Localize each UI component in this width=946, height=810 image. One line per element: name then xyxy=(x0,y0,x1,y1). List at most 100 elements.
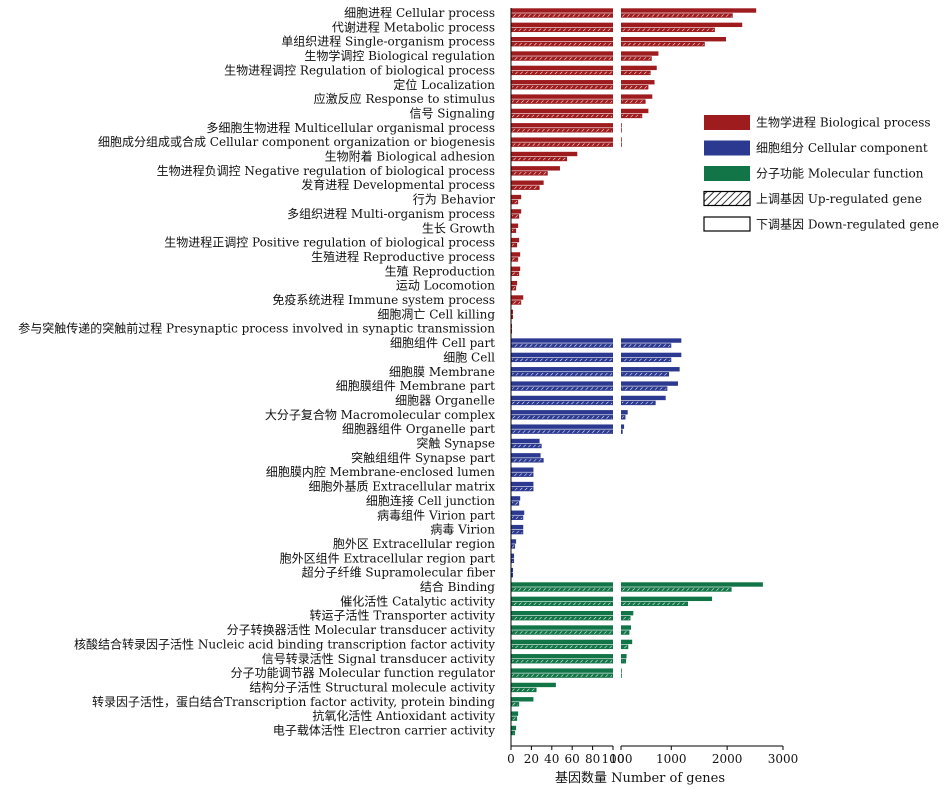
x-tick-label: 100 xyxy=(602,752,625,766)
x-tick-label: 100 xyxy=(610,752,633,766)
bar-up-regulated-hatch xyxy=(512,674,612,677)
bar-down-regulated xyxy=(511,8,613,13)
category-label: 运动 Locomotion xyxy=(396,279,495,293)
bar-up-regulated-hatch xyxy=(512,315,513,319)
category-label: 生物学调控 Biological regulation xyxy=(304,48,495,63)
bar-down-regulated xyxy=(511,194,522,200)
bar-up-regulated-hatch xyxy=(512,588,612,591)
bar-down-regulated xyxy=(511,65,613,71)
category-label: 多细胞生物进程 Multicellular organismal process xyxy=(206,120,495,135)
bar-up-regulated-hatch xyxy=(512,114,612,118)
bar-up-regulated-hatch-right xyxy=(622,358,671,362)
category-label: 信号 Signaling xyxy=(409,106,495,120)
bar-down-regulated-right xyxy=(621,596,713,602)
bar-down-regulated xyxy=(511,51,613,56)
bar-up-regulated-hatch xyxy=(512,286,516,290)
category-label: 细胞膜组件 Membrane part xyxy=(336,379,495,393)
bar-up-regulated-hatch xyxy=(512,487,533,491)
bar-up-regulated-hatch xyxy=(512,157,567,161)
category-label: 电子载体活性 Electron carrier activity xyxy=(273,724,495,738)
category-label: 结构分子活性 Structural molecule activity xyxy=(249,679,495,694)
bar-up-regulated-hatch xyxy=(512,573,513,577)
legend-label: 细胞组分 Cellular component xyxy=(756,141,928,155)
bar-down-regulated-right xyxy=(621,22,743,28)
bar-up-regulated-hatch-right xyxy=(622,631,629,634)
x-tick-label: 80 xyxy=(585,752,600,766)
category-label: 抗氧化活性 Antioxidant activity xyxy=(312,708,495,723)
bar-up-regulated-hatch xyxy=(512,617,612,620)
x-tick-label: 60 xyxy=(565,752,580,766)
category-label: 免疫系统进程 Immune system process xyxy=(272,292,495,307)
category-label: 生长 Growth xyxy=(422,221,495,235)
bar-up-regulated-hatch-right xyxy=(622,588,731,591)
bar-down-regulated xyxy=(511,682,556,688)
category-label: 转运子活性 Transporter activity xyxy=(310,608,496,623)
bar-up-regulated-hatch xyxy=(512,688,536,692)
bar-up-regulated-hatch xyxy=(512,186,539,189)
category-label: 生物进程负调控 Negative regulation of biologica… xyxy=(157,163,495,178)
bar-down-regulated xyxy=(511,237,520,243)
bar-down-regulated xyxy=(511,324,513,329)
bar-up-regulated-hatch xyxy=(512,545,515,548)
bar-down-regulated xyxy=(511,496,521,501)
bar-down-regulated-right xyxy=(621,582,763,587)
bar-down-regulated-right xyxy=(621,395,666,401)
bar-up-regulated-hatch xyxy=(512,344,612,347)
category-label: 单组织进程 Single-organism process xyxy=(281,34,495,49)
bar-up-regulated xyxy=(511,329,513,334)
bar-up-regulated-hatch-right xyxy=(622,114,642,118)
bar-down-regulated-right xyxy=(621,108,649,114)
bar-down-regulated xyxy=(511,94,613,99)
category-label: 病毒组件 Virion part xyxy=(377,507,495,522)
bar-up-regulated-hatch-right xyxy=(622,387,667,390)
bar-down-regulated xyxy=(511,596,613,602)
category-label: 分子功能调节器 Molecular function regulator xyxy=(231,666,496,680)
bar-down-regulated-right xyxy=(621,37,727,42)
category-label: 核酸结合转录因子活性 Nucleic acid binding transcri… xyxy=(74,636,495,651)
bar-up-regulated-hatch-right xyxy=(622,617,630,620)
x-tick-label: 2000 xyxy=(712,752,743,766)
bar-down-regulated xyxy=(511,252,521,257)
bar-down-regulated-right xyxy=(621,123,622,128)
bar-down-regulated-right xyxy=(621,639,633,645)
bar-down-regulated xyxy=(511,438,540,444)
bar-up-regulated-right xyxy=(621,142,622,147)
bar-down-regulated-right xyxy=(621,65,657,71)
bar-up-regulated-hatch-right xyxy=(622,43,704,46)
bar-up-regulated-hatch xyxy=(512,703,519,706)
legend-label: 分子功能 Molecular function xyxy=(756,167,924,181)
bar-up-regulated-hatch xyxy=(512,258,518,261)
x-axis-title: 基因数量 Number of genes xyxy=(555,771,725,786)
category-label: 大分子复合物 Macromolecular complex xyxy=(265,407,495,422)
bar-down-regulated xyxy=(511,697,534,702)
bar-up-regulated-hatch xyxy=(512,373,612,376)
bar-down-regulated xyxy=(511,567,514,573)
bar-down-regulated-right xyxy=(621,424,625,429)
bar-up-regulated-hatch-right xyxy=(622,645,628,649)
bar-up-regulated-hatch xyxy=(512,516,523,519)
category-label: 细胞器组件 Organelle part xyxy=(342,422,495,436)
bar-down-regulated xyxy=(511,338,613,343)
bar-up-regulated-hatch xyxy=(512,430,612,433)
category-label: 分子转换器活性 Molecular transducer activity xyxy=(227,622,496,637)
bar-down-regulated-right xyxy=(621,137,622,142)
category-label: 行为 Behavior xyxy=(413,193,495,207)
category-label: 胞外区 Extracellular region xyxy=(333,537,495,551)
bar-down-regulated-right xyxy=(621,381,678,386)
bar-down-regulated xyxy=(511,453,541,458)
category-label: 细胞成分组成或合成 Cellular component organizatio… xyxy=(98,134,495,149)
bar-up-regulated-hatch xyxy=(512,416,612,419)
bar-down-regulated xyxy=(511,280,518,286)
bar-up-regulated-right xyxy=(621,673,622,678)
category-label: 生殖 Reproduction xyxy=(385,263,496,278)
bar-down-regulated xyxy=(511,668,613,673)
bar-up-regulated-hatch xyxy=(512,645,612,649)
legend-swatch-hatched xyxy=(703,190,751,207)
category-label: 应激反应 Response to stimulus xyxy=(314,91,495,106)
bar-up-regulated-hatch xyxy=(512,530,523,534)
bar-down-regulated xyxy=(511,539,517,544)
x-tick-label: 0 xyxy=(507,752,515,766)
bar-up-regulated-hatch xyxy=(512,631,612,634)
category-label: 细胞 Cell xyxy=(443,350,495,364)
